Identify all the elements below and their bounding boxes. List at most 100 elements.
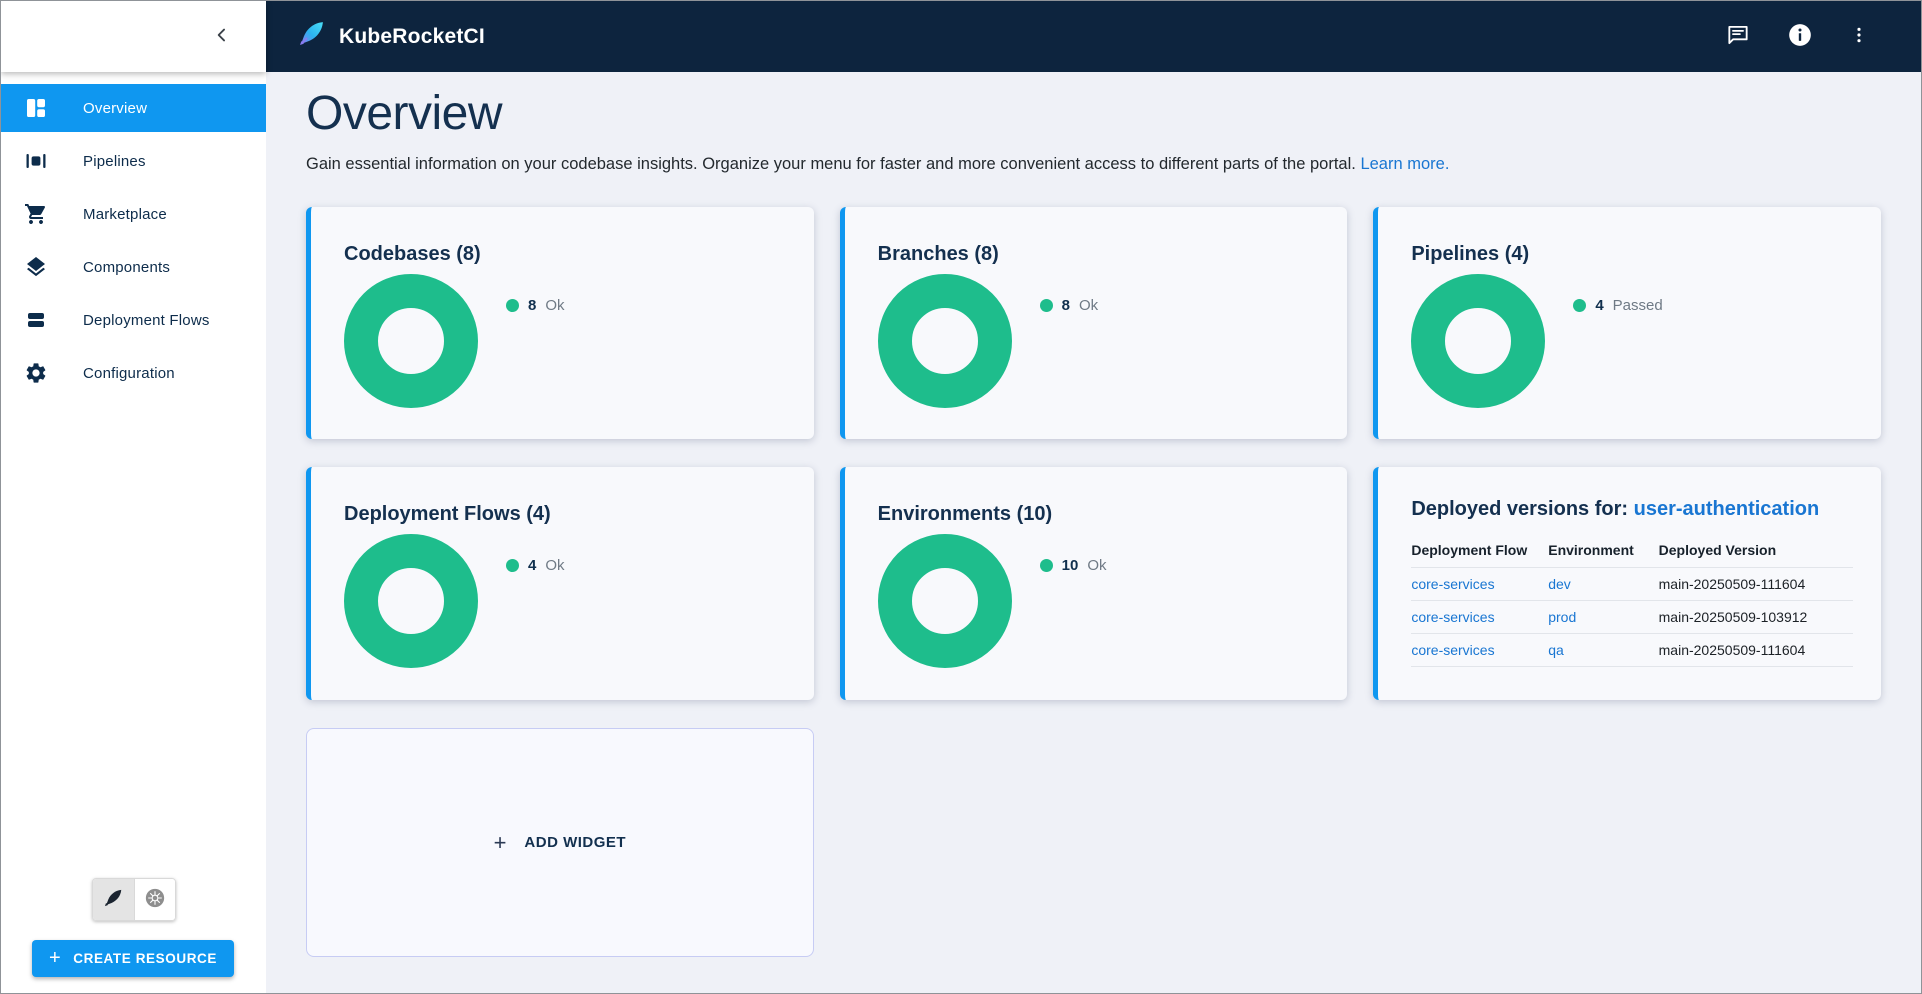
sidebar-item-label: Marketplace (83, 205, 167, 223)
legend-dot-icon (506, 299, 519, 312)
plus-icon: + (493, 829, 507, 855)
legend-count: 4 (1595, 297, 1604, 314)
view-toggle-group (91, 878, 176, 921)
feedback-button[interactable] (1721, 18, 1755, 55)
sidebar-item-label: Deployment Flows (83, 311, 210, 329)
deployed-versions-title: Deployed versions for: user-authenticati… (1411, 497, 1853, 521)
environment-link[interactable]: qa (1548, 642, 1564, 658)
chart-row: 4 Ok (344, 534, 786, 668)
sidebar-nav: Overview Pipelines Marketplace Component… (1, 72, 266, 397)
legend-status: Ok (545, 297, 565, 314)
chart-row: 8 Ok (877, 274, 1320, 408)
info-button[interactable] (1783, 18, 1817, 55)
deployment-flow-link[interactable]: core-services (1411, 576, 1495, 592)
kubernetes-icon (144, 887, 166, 912)
shopping-cart-icon (23, 201, 49, 227)
sidebar-item-deployment-flows[interactable]: Deployment Flows (1, 296, 266, 344)
deployed-versions-title-text: Deployed versions for: (1411, 498, 1634, 520)
donut-chart (1411, 274, 1546, 408)
table-row: core-services prod main-20250509-103912 (1411, 600, 1853, 634)
sidebar-item-pipelines[interactable]: Pipelines (1, 137, 266, 185)
chat-icon (1725, 22, 1751, 51)
learn-more-link[interactable]: Learn more. (1360, 155, 1450, 173)
widget-card-deployment-flows: Deployment Flows (4) 4 Ok (306, 467, 814, 700)
column-header-deployment-flow: Deployment Flow (1411, 542, 1528, 558)
legend-count: 8 (528, 297, 537, 314)
sidebar-item-label: Overview (83, 99, 148, 117)
column-header-deployed-version: Deployed Version (1658, 542, 1777, 558)
sidebar-item-overview[interactable]: Overview (1, 84, 266, 132)
sidebar-item-label: Pipelines (83, 152, 146, 170)
legend-status: Passed (1612, 297, 1663, 314)
quill-view-toggle[interactable] (92, 879, 134, 920)
widget-card-branches: Branches (8) 8 Ok (839, 207, 1348, 439)
table-row: core-services qa main-20250509-111604 (1411, 633, 1853, 667)
sidebar: Overview Pipelines Marketplace Component… (1, 1, 266, 993)
chart-row: 10 Ok (877, 534, 1320, 668)
column-header-environment: Environment (1548, 542, 1634, 558)
page-description: Gain essential information on your codeb… (306, 155, 1881, 174)
legend-status: Ok (545, 557, 565, 574)
page-title: Overview (306, 87, 503, 140)
gear-icon (23, 360, 49, 386)
chart-legend: 4 Passed (1573, 297, 1663, 314)
pipelines-icon (23, 148, 49, 174)
kebab-menu-icon (1849, 22, 1869, 51)
brand[interactable]: KubeRocketCI (296, 19, 485, 54)
sidebar-item-label: Components (83, 258, 171, 276)
stacked-bars-icon (23, 307, 49, 333)
widget-card-pipelines: Pipelines (4) 4 Passed (1373, 207, 1881, 439)
layers-icon (23, 254, 49, 280)
sidebar-item-components[interactable]: Components (1, 243, 266, 291)
sidebar-header (1, 1, 266, 72)
sidebar-item-configuration[interactable]: Configuration (1, 349, 266, 397)
deployed-versions-table: Deployment Flow Environment Deployed Ver… (1411, 535, 1853, 667)
legend-count: 8 (1061, 297, 1070, 314)
create-resource-button[interactable]: + CREATE RESOURCE (32, 940, 234, 977)
add-widget-label: ADD WIDGET (524, 834, 627, 851)
donut-chart (344, 534, 478, 668)
main-area: KubeRocketCI (266, 1, 1921, 993)
environment-link[interactable]: prod (1548, 609, 1577, 625)
chart-legend: 4 Ok (506, 557, 565, 574)
legend-dot-icon (506, 559, 519, 572)
legend-dot-icon (1039, 299, 1053, 312)
page-description-text: Gain essential information on your codeb… (306, 155, 1356, 173)
widget-title: Deployment Flows (4) (344, 503, 551, 525)
donut-chart (344, 274, 478, 408)
deployed-version-value: main-20250509-111604 (1658, 633, 1853, 667)
widget-card-deployed-versions: Deployed versions for: user-authenticati… (1373, 467, 1881, 700)
legend-count: 4 (528, 557, 537, 574)
deployed-version-value: main-20250509-111604 (1658, 567, 1853, 601)
plus-icon: + (48, 946, 62, 969)
sidebar-item-label: Configuration (83, 364, 175, 382)
codebase-link[interactable]: user-authentication (1633, 498, 1820, 520)
sidebar-collapse-button[interactable] (208, 23, 236, 51)
chart-legend: 8 Ok (506, 297, 565, 314)
legend-dot-icon (1573, 299, 1587, 312)
environment-link[interactable]: dev (1548, 576, 1571, 592)
topbar: KubeRocketCI (266, 1, 1921, 72)
more-menu-button[interactable] (1845, 18, 1873, 55)
page-content: Overview Gain essential information on y… (266, 72, 1921, 993)
chart-legend: 10 Ok (1039, 557, 1107, 574)
widgets-grid: Codebases (8) 8 Ok Branches (8) (306, 207, 1881, 957)
add-widget-button[interactable]: + ADD WIDGET (306, 728, 814, 957)
deployed-version-value: main-20250509-103912 (1658, 600, 1853, 634)
deployment-flow-link[interactable]: core-services (1411, 642, 1495, 658)
legend-dot-icon (1039, 559, 1053, 572)
chart-row: 8 Ok (344, 274, 786, 408)
sidebar-footer: + CREATE RESOURCE (1, 863, 266, 993)
widget-title: Codebases (8) (344, 243, 481, 265)
kubernetes-view-toggle[interactable] (133, 879, 175, 920)
widget-title: Environments (10) (877, 503, 1053, 525)
widget-title: Pipelines (4) (1411, 243, 1530, 265)
info-icon (1787, 22, 1813, 51)
app-title: KubeRocketCI (339, 24, 485, 48)
donut-chart (877, 534, 1012, 668)
sidebar-item-marketplace[interactable]: Marketplace (1, 190, 266, 238)
space-dashboard-icon (23, 95, 49, 121)
deployment-flow-link[interactable]: core-services (1411, 609, 1495, 625)
legend-status: Ok (1079, 297, 1099, 314)
